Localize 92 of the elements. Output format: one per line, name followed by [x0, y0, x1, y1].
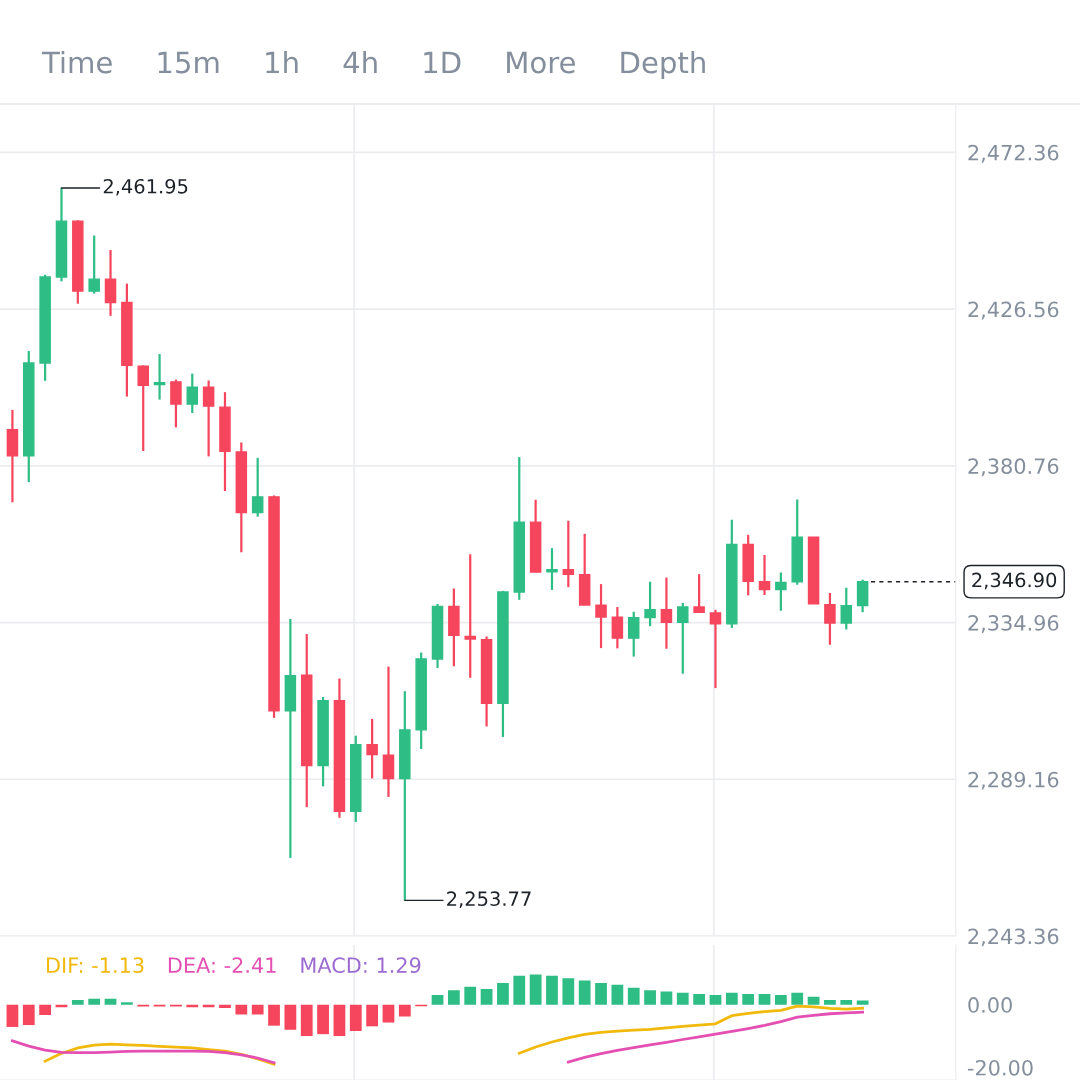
- candlestick: [758, 553, 771, 597]
- bar: [349, 1004, 362, 1032]
- bar: [268, 1004, 280, 1026]
- bar: [431, 994, 444, 1005]
- bar: [398, 1004, 411, 1017]
- candlestick: [627, 610, 640, 658]
- bar: [546, 975, 558, 1005]
- y-tick-label: 2,380.76: [968, 458, 1059, 477]
- candlestick: [595, 582, 607, 650]
- candlestick: [677, 601, 689, 675]
- text: 1D: [424, 51, 461, 74]
- bar: [676, 992, 689, 1005]
- candlestick: [137, 364, 149, 453]
- text: 1h: [266, 50, 298, 74]
- bar: [660, 991, 673, 1005]
- bar: [709, 994, 722, 1005]
- candlestick: [202, 379, 215, 458]
- text: Depth: [621, 50, 705, 80]
- candlestick: [660, 576, 673, 650]
- text: Time: [41, 50, 112, 74]
- y-tick-label: 0.00: [968, 997, 1012, 1013]
- candlestick: [251, 456, 264, 518]
- candlestick: [546, 547, 558, 592]
- bar: [513, 975, 526, 1005]
- bar: [251, 1004, 264, 1015]
- bar: [742, 993, 755, 1005]
- candlestick: [840, 586, 853, 631]
- bar: [627, 987, 640, 1005]
- candlestick: [382, 665, 395, 799]
- bar: [595, 982, 607, 1005]
- candlestick: [366, 717, 378, 780]
- candlestick: [709, 608, 722, 690]
- bar: [856, 1000, 869, 1005]
- bar: [807, 996, 820, 1005]
- bar: [758, 993, 771, 1005]
- bar: [480, 988, 493, 1005]
- text: 4h: [343, 50, 377, 74]
- y-tick-label: 2,243.36: [968, 928, 1059, 947]
- y-tick-label: 2,472.36: [968, 144, 1059, 163]
- y-tick-label: 2,426.56: [968, 301, 1059, 320]
- candlestick: [644, 580, 656, 628]
- bar: [300, 1004, 313, 1037]
- candlestick: [170, 378, 182, 429]
- series-label: MACD: 1.29: [301, 957, 421, 974]
- bar: [774, 994, 787, 1005]
- bar: [447, 990, 460, 1005]
- bar: [366, 1004, 379, 1027]
- candlestick: [693, 573, 705, 614]
- text: DIF: -1.13: [47, 957, 144, 974]
- candlestick: [464, 553, 476, 679]
- candlestick: [611, 605, 624, 650]
- annotation: 2,461.95: [103, 178, 188, 196]
- text: More: [507, 51, 575, 74]
- bar: [824, 999, 836, 1005]
- candlestick: [186, 372, 199, 415]
- bar: [562, 978, 575, 1005]
- bar: [71, 999, 84, 1005]
- candlestick: [856, 578, 869, 614]
- bar: [644, 990, 656, 1005]
- bar: [333, 1004, 346, 1037]
- candlestick: [775, 571, 787, 612]
- candlestick: [104, 248, 117, 317]
- candlestick: [824, 591, 836, 646]
- bar: [529, 974, 542, 1005]
- y-tick-label: -20.00: [967, 1059, 1033, 1076]
- candlestick: [88, 234, 100, 295]
- bar: [284, 1004, 297, 1030]
- ref-line-label: 2,346.90: [972, 572, 1057, 590]
- text: 15m: [158, 51, 219, 74]
- bar: [693, 993, 706, 1005]
- y-tick-label: 2,289.16: [968, 771, 1059, 790]
- bar: [104, 998, 117, 1005]
- bar: [382, 1004, 395, 1023]
- bar: [88, 998, 101, 1005]
- bar: [840, 999, 853, 1005]
- y-tick-label: 2,334.96: [968, 615, 1059, 633]
- bar: [6, 1004, 19, 1027]
- bar: [464, 986, 477, 1005]
- bar: [235, 1004, 248, 1015]
- text: DEA: -2.41: [168, 957, 276, 973]
- bar: [317, 1004, 329, 1035]
- bar: [611, 984, 624, 1005]
- bar: [39, 1004, 52, 1016]
- annotation: 2,253.77: [447, 891, 531, 908]
- bar: [725, 992, 738, 1005]
- bar: [791, 992, 804, 1005]
- candlestick: [153, 353, 166, 401]
- bar: [22, 1004, 35, 1026]
- bar: [497, 982, 509, 1005]
- bar: [578, 980, 591, 1005]
- candlestick: [562, 519, 575, 589]
- bar: [120, 1002, 133, 1005]
